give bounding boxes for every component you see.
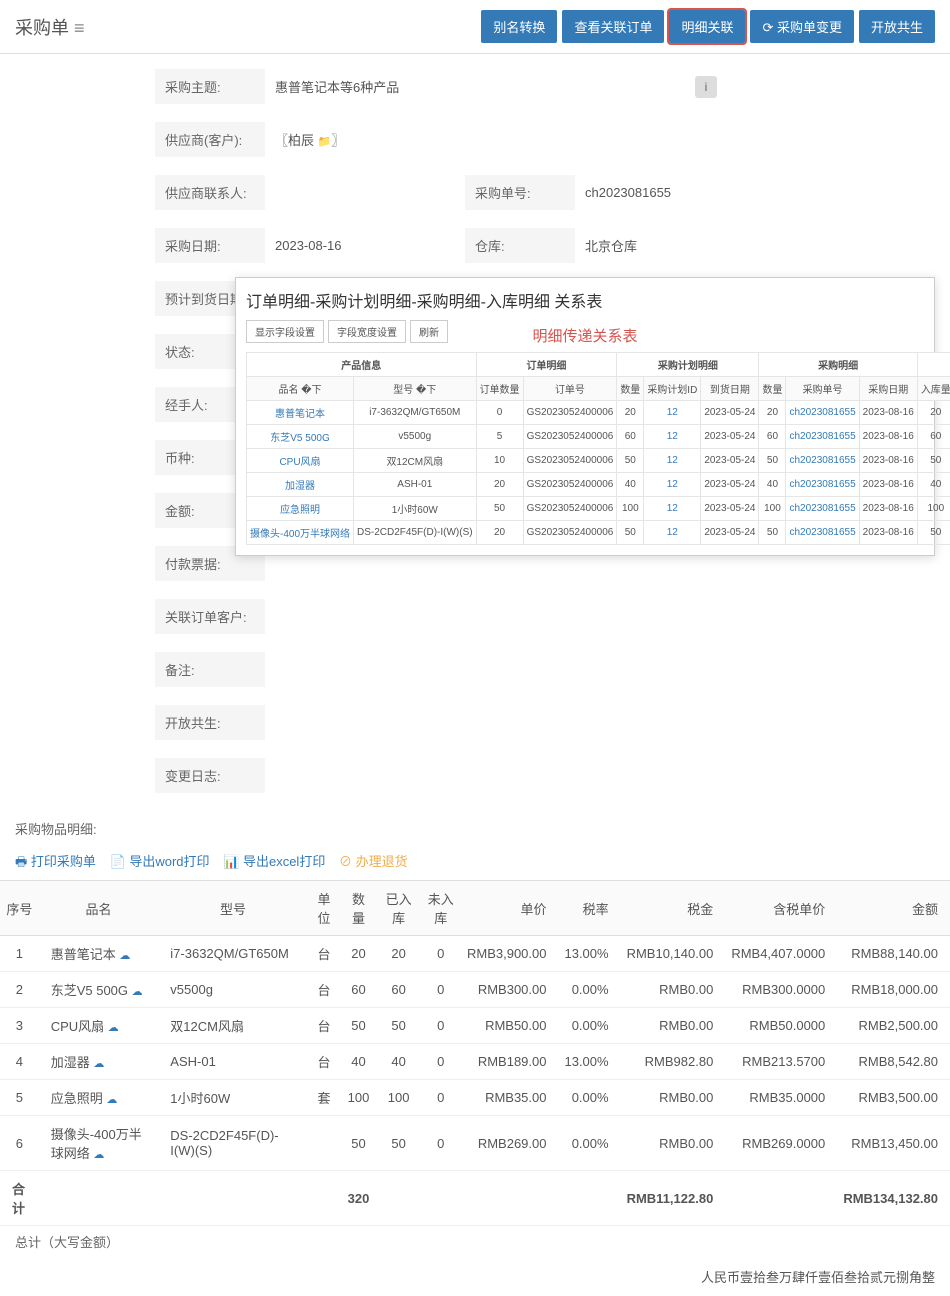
popup-btn-1[interactable]: 字段宽度设置 (328, 320, 406, 343)
header-btn-4[interactable]: 开放共生 (859, 10, 935, 43)
item-row: 2东芝V5 500G ☁v5500g台60600RMB300.000.00%RM… (0, 972, 950, 1008)
relation-row: CPU风扇双12CM风扇10GS202305240000650122023-05… (247, 449, 950, 473)
item-row: 6摄像头-400万半球网络 ☁DS-2CD2F45F(D)-I(W)(S)505… (0, 1116, 950, 1171)
popup-btn-2[interactable]: 刷新 (410, 320, 448, 343)
popup-title: 订单明细-采购计划明细-采购明细-入库明细 关系表 (246, 288, 924, 312)
remark-label: 备注: (155, 652, 265, 687)
page-header: 采购单 ≡ 别名转换查看关联订单明细关联⟳ 采购单变更开放共生 (0, 0, 950, 54)
header-btn-1[interactable]: 查看关联订单 (562, 10, 664, 43)
cloud-icon[interactable]: ☁ (93, 1149, 104, 1161)
total-row: 合计320RMB11,122.80RMB134,132.80 (0, 1171, 950, 1226)
info-icon[interactable]: i (695, 76, 717, 98)
relation-popup: 订单明细-采购计划明细-采购明细-入库明细 关系表 显示字段设置字段宽度设置刷新… (235, 277, 935, 556)
header-btn-2[interactable]: 明细关联 (669, 10, 745, 43)
related-label: 关联订单客户: (155, 599, 265, 634)
subject-label: 采购主题: (155, 69, 265, 104)
order-no-label: 采购单号: (465, 175, 575, 210)
cloud-icon[interactable]: ☁ (108, 1022, 119, 1034)
open-label: 开放共生: (155, 705, 265, 740)
item-row: 3CPU风扇 ☁双12CM风扇台50500RMB50.000.00%RMB0.0… (0, 1008, 950, 1044)
export-excel-link[interactable]: 📊 导出excel打印 (223, 854, 325, 869)
cloud-icon[interactable]: ☁ (106, 1094, 117, 1106)
warehouse-value: 北京仓库 (575, 228, 775, 263)
header-btn-3[interactable]: ⟳ 采购单变更 (750, 10, 854, 43)
relation-row: 摄像头-400万半球网络DS-2CD2F45F(D)-I(W)(S)20GS20… (247, 521, 950, 545)
relation-row: 惠普笔记本i7-3632QM/GT650M0GS2023052400006201… (247, 401, 950, 425)
cloud-icon[interactable]: ☁ (93, 1058, 104, 1070)
page-title: 采购单 ≡ (15, 14, 85, 40)
grand-label: 总计（大写金额） (0, 1226, 950, 1257)
item-row: 4加湿器 ☁ASH-01台40400RMB189.0013.00%RMB982.… (0, 1044, 950, 1080)
items-table: 序号品名型号单位数量已入库未入库单价税率税金含税单价金额 1惠普笔记本 ☁i7-… (0, 880, 950, 1226)
grand-text: 人民币壹拾叁万肆仟壹佰叁拾贰元捌角整 (0, 1257, 950, 1296)
header-buttons: 别名转换查看关联订单明细关联⟳ 采购单变更开放共生 (481, 10, 935, 43)
cloud-icon[interactable]: ☁ (119, 950, 130, 962)
folder-icon[interactable]: 📁 (318, 136, 332, 148)
date-label: 采购日期: (155, 228, 265, 263)
relation-row: 加湿器ASH-0120GS202305240000640122023-05-24… (247, 473, 950, 497)
item-row: 5应急照明 ☁1小时60W套1001000RMB35.000.00%RMB0.0… (0, 1080, 950, 1116)
cloud-icon[interactable]: ☁ (132, 986, 143, 998)
relation-table: 产品信息订单明细采购计划明细采购明细库存流水品名 �下型号 �下订单数量订单号数… (246, 352, 950, 545)
contact-label: 供应商联系人: (155, 175, 265, 210)
popup-btn-0[interactable]: 显示字段设置 (246, 320, 324, 343)
relation-row: 东芝V5 500Gv5500g5GS202305240000660122023-… (247, 425, 950, 449)
header-btn-0[interactable]: 别名转换 (481, 10, 557, 43)
subject-value: 惠普笔记本等6种产品 (265, 69, 695, 104)
date-value: 2023-08-16 (265, 230, 465, 261)
print-link[interactable]: 🖶 打印采购单 (15, 854, 96, 869)
items-section-title: 采购物品明细: (0, 811, 950, 846)
order-no-value: ch2023081655 (575, 177, 775, 208)
supplier-label: 供应商(客户): (155, 122, 265, 157)
supplier-value: 〖柏辰 📁〗 (265, 122, 465, 157)
relation-row: 应急照明1小时60W50GS2023052400006100122023-05-… (247, 497, 950, 521)
warehouse-label: 仓库: (465, 228, 575, 263)
items-toolbar: 🖶 打印采购单 📄 导出word打印 📊 导出excel打印 ⊘ 办理退货 (0, 846, 950, 880)
menu-icon[interactable]: ≡ (74, 18, 85, 38)
changelog-label: 变更日志: (155, 758, 265, 793)
export-word-link[interactable]: 📄 导出word打印 (110, 854, 210, 869)
return-link[interactable]: ⊘ 办理退货 (339, 854, 408, 869)
